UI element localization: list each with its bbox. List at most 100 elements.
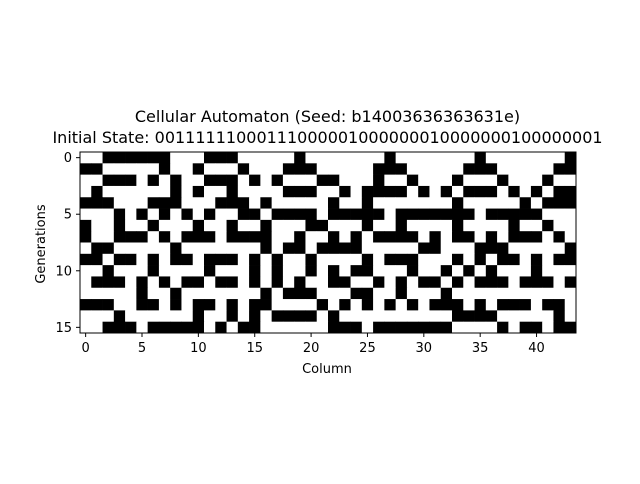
cell-r6-c43 [564,219,577,232]
cell-r0-c39 [519,152,532,164]
cell-r5-c28 [395,208,408,221]
cell-r7-c1 [91,231,103,243]
cell-r2-c28 [395,174,408,187]
cell-r5-c23 [339,208,351,221]
cell-r3-c17 [271,185,284,198]
cell-r12-c39 [519,287,532,300]
cell-r13-c12 [215,299,227,311]
cell-r5-c18 [282,208,295,221]
cell-r12-c13 [226,287,239,300]
cell-r15-c41 [542,321,554,334]
cell-r4-c24 [350,197,363,209]
cell-r10-c30 [418,265,430,277]
cell-r13-c8 [170,299,182,311]
cell-r3-c1 [91,185,103,198]
cell-r12-c8 [170,287,182,300]
cell-r7-c15 [249,231,261,243]
cell-r12-c42 [553,287,566,300]
cell-r8-c24 [350,242,363,255]
cell-r12-c6 [147,287,160,300]
cell-r6-c9 [181,219,194,232]
cell-r3-c16 [260,185,272,198]
cell-r6-c14 [237,219,250,232]
cell-r8-c11 [204,242,216,255]
cell-r5-c30 [418,208,430,221]
cell-r14-c7 [158,310,171,323]
cell-r12-c14 [237,287,250,300]
cell-r4-c11 [204,197,216,209]
cell-r4-c12 [215,197,227,209]
cell-r2-c26 [373,174,385,187]
cell-r9-c18 [282,253,295,266]
cell-r1-c30 [418,163,430,175]
cell-r8-c5 [136,242,148,255]
cell-r0-c9 [181,152,194,164]
cell-r12-c2 [102,287,115,300]
cell-r2-c32 [440,174,453,187]
cell-r15-c25 [361,321,374,334]
cell-r7-c5 [136,231,148,243]
cell-r6-c1 [91,219,103,232]
cell-r1-c10 [192,163,205,175]
cell-r6-c26 [373,219,385,232]
cell-r1-c20 [305,163,318,175]
cell-r3-c4 [125,185,137,198]
cell-r9-c31 [429,253,442,266]
cell-r12-c9 [181,287,194,300]
cell-r7-c16 [260,231,272,243]
cell-r8-c37 [497,242,509,255]
cell-r3-c20 [305,185,318,198]
cell-r1-c29 [406,163,419,175]
cell-r9-c13 [226,253,239,266]
cell-r4-c32 [440,197,453,209]
cell-r8-c8 [170,242,182,255]
cell-r12-c4 [125,287,137,300]
cell-r7-c19 [294,231,306,243]
cell-r10-c12 [215,265,227,277]
cell-r8-c41 [542,242,554,255]
cell-r7-c24 [350,231,363,243]
cell-r15-c1 [91,321,103,334]
cell-r0-c15 [249,152,261,164]
cell-r4-c15 [249,197,261,209]
cell-r1-c32 [440,163,453,175]
cell-r14-c19 [294,310,306,323]
cell-r8-c40 [530,242,543,255]
cell-r15-c18 [282,321,295,334]
cell-r12-c21 [316,287,329,300]
cell-r6-c10 [192,219,205,232]
cell-r14-c36 [485,310,498,323]
cell-r8-c23 [339,242,351,255]
cell-r2-c29 [406,174,419,187]
cell-r4-c1 [91,197,103,209]
cell-r3-c36 [485,185,498,198]
cell-r4-c18 [282,197,295,209]
cell-r13-c33 [452,299,464,311]
cell-r5-c20 [305,208,318,221]
cell-r7-c3 [113,231,126,243]
chart-subtitle: Initial State: 0011111100011100000100000… [52,128,603,147]
cell-r9-c27 [384,253,396,266]
cell-r8-c7 [158,242,171,255]
cell-r15-c35 [474,321,487,334]
y-axis-label: Generations [34,204,49,284]
cell-r12-c12 [215,287,227,300]
cell-r0-c21 [316,152,329,164]
cell-r4-c16 [260,197,272,209]
cell-r14-c27 [384,310,396,323]
cell-r10-c38 [508,265,520,277]
cell-r11-c26 [373,276,385,289]
cell-r11-c35 [474,276,487,289]
cell-r2-c42 [553,174,566,187]
cell-r11-c32 [440,276,453,289]
cell-r9-c21 [316,253,329,266]
cell-r0-c12 [215,152,227,164]
cell-r15-c10 [192,321,205,334]
cell-r14-c6 [147,310,160,323]
cell-r11-c25 [361,276,374,289]
cell-r2-c30 [418,174,430,187]
cell-r13-c5 [136,299,148,311]
cell-r7-c25 [361,231,374,243]
cell-r4-c14 [237,197,250,209]
cell-r9-c22 [328,253,340,266]
